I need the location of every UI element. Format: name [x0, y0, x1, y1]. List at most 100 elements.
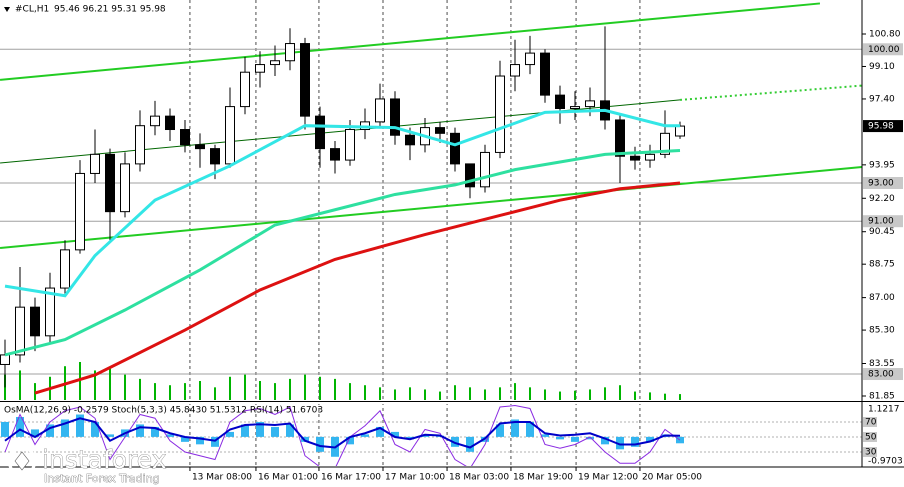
watermark-brand: instaforex — [42, 445, 167, 474]
osma-bar — [151, 426, 159, 437]
osma-bar — [271, 426, 279, 437]
osma-bar — [241, 424, 249, 437]
candle-body — [180, 129, 190, 146]
osma-bar — [76, 414, 84, 437]
watermark-tagline: Instant Forex Trading — [44, 472, 160, 485]
osma-bar — [646, 436, 654, 442]
candle-body — [480, 151, 490, 188]
osma-bar — [106, 434, 114, 437]
candle-body — [525, 52, 535, 66]
candle-body — [585, 100, 595, 108]
y-tick-label: 85.30 — [869, 326, 895, 336]
osma-bar — [586, 436, 594, 440]
candle-body — [285, 43, 295, 62]
candle-body — [570, 106, 580, 110]
volume-bar — [454, 385, 456, 400]
y-tick-label: 100.80 — [869, 30, 901, 40]
volume-bar — [139, 378, 141, 400]
volume-bar — [199, 381, 201, 400]
price-label: 95.98 — [868, 122, 894, 132]
candle-body — [270, 60, 280, 66]
osma-bar — [451, 436, 459, 447]
volume-bar — [514, 383, 516, 400]
x-tick-label: 18 Mar 19:00 — [513, 473, 573, 483]
candle-body — [540, 52, 550, 96]
osma-bar — [196, 436, 204, 445]
x-tick-label: 20 Mar 05:00 — [642, 473, 702, 483]
osma-bar — [406, 436, 414, 440]
osc-level-box — [863, 417, 877, 427]
osma-bar — [376, 426, 384, 437]
candle-body — [195, 144, 205, 150]
candle-body — [390, 98, 400, 136]
osma-tick-label: -0.9703 — [868, 457, 903, 467]
osma-bar — [631, 436, 639, 447]
x-tick-label: 18 Mar 03:00 — [449, 473, 509, 483]
candle-body — [0, 354, 10, 365]
osc-level-label: 50 — [865, 433, 877, 443]
volume-bar — [259, 381, 261, 400]
level-label: 100.00 — [868, 45, 900, 55]
osma-bar — [1, 421, 9, 437]
moving-average — [4, 108, 680, 298]
osc-level-label: 70 — [865, 418, 877, 428]
osma-bar — [346, 436, 354, 445]
moving-average — [34, 181, 681, 395]
osma-bar — [316, 436, 324, 452]
candle-body — [375, 98, 385, 123]
x-tick-label: 13 Mar 08:00 — [192, 473, 252, 483]
osma-bar — [616, 436, 624, 450]
volume-bar — [604, 387, 606, 400]
candle-body — [105, 153, 115, 213]
y-tick-label: 81.85 — [869, 391, 895, 401]
level-box — [863, 43, 903, 56]
y-tick-label: 99.10 — [869, 62, 895, 72]
level-box — [863, 176, 903, 189]
x-tick-label: 19 Mar 12:00 — [578, 473, 638, 483]
y-tick-label: 83.55 — [869, 359, 895, 369]
volume-bar — [364, 385, 366, 400]
x-tick-label: 16 Mar 01:00 — [258, 473, 318, 483]
price-box — [863, 120, 903, 133]
candle-body — [255, 64, 265, 73]
osma-bar — [31, 429, 39, 437]
volume-bar — [544, 389, 546, 400]
candle-body — [315, 115, 325, 150]
candle-body — [15, 306, 25, 356]
y-tick-label: 92.20 — [869, 194, 895, 204]
y-tick-label: 88.75 — [869, 260, 895, 270]
osma-bar — [466, 436, 474, 452]
volume-bar — [574, 390, 576, 400]
candle-body — [405, 134, 415, 146]
osma-bar — [91, 421, 99, 437]
candle-body — [120, 163, 130, 213]
osma-bar — [211, 436, 219, 447]
indicator-title: OsMA(12,26,9) -0.2579 Stoch(5,3,3) 45.84… — [4, 406, 323, 416]
candle-body — [75, 172, 85, 251]
candle-body — [150, 115, 160, 127]
candle-body — [240, 71, 250, 108]
osma-tick-label: 1.1217 — [868, 405, 900, 415]
y-tick-label: 87.00 — [869, 293, 895, 303]
candle-body — [30, 306, 40, 337]
candle-body — [660, 132, 670, 155]
ohlc-label: 95.46 96.21 95.31 95.98 — [54, 5, 166, 15]
osma-bar — [61, 419, 69, 437]
volume-bar — [424, 389, 426, 400]
y-tick-label: 93.95 — [869, 160, 895, 170]
osma-bar — [601, 436, 609, 445]
candle-body — [615, 119, 625, 157]
volume-bar — [469, 387, 471, 400]
volume-bar — [379, 387, 381, 400]
candle-body — [630, 155, 640, 161]
osma-bar — [541, 434, 549, 437]
volume-bar — [634, 391, 636, 400]
logo-icon — [14, 451, 30, 471]
volume-bar — [679, 394, 681, 400]
candle-body — [90, 153, 100, 174]
osma-bar — [166, 434, 174, 437]
volume-bar — [274, 383, 276, 400]
osma-bar — [286, 424, 294, 437]
candle-body — [135, 125, 145, 165]
